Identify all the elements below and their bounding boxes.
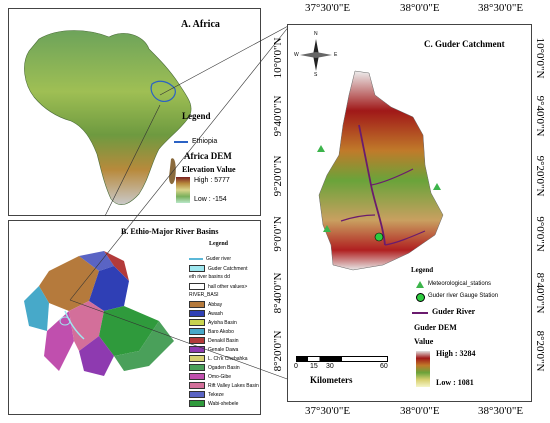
compass-e: E [334,52,338,58]
basins-title: B. Ethio-Major River Basins [121,227,219,236]
basin-legend-item: Guder Catchment [189,265,247,272]
north-arrow-icon: N S W E [294,31,338,78]
basin-legend-item: RIVER_BASI [189,292,219,298]
guder-dem-map [317,70,444,271]
lon-label-top-2: 38°0'0"E [400,2,440,14]
compass-w: W [294,52,299,58]
africa-elev-high: High : 5777 [194,177,230,184]
africa-elev-title: Elevation Value [182,165,236,174]
basin-legend-item: Abbay [189,301,222,308]
basin-legend-item: Awash [189,310,223,317]
guder-title: C. Guder Catchment [424,39,505,49]
basins-legend-title: Legend [209,241,229,247]
scale-tick: 15 [310,363,318,370]
guder-river-icon [412,312,428,314]
scale-tick: 60 [380,363,388,370]
met-station-marker [433,183,441,190]
basin-legend-item: Guder river [189,256,231,262]
guder-river-label: Guder River [432,307,476,316]
met-station-marker [323,225,331,232]
lat-label-left-1: 10°0'0"N [272,37,284,79]
met-station-label: Meteorological_stations [428,281,492,287]
lat-label-right-2: 9°40'0"N [534,95,546,137]
compass-s: S [314,72,318,78]
lat-label-right-5: 8°40'0"N [534,272,546,314]
guder-value-label: Value [414,337,434,346]
basin-legend-item: Ogaden Basin [189,364,240,371]
basin-legend-item: L. Ch'k Chebahka [189,355,248,362]
panel-guder-catchment: C. Guder Catchment N S W E [287,24,532,402]
lat-label-right-6: 8°20'0"N [534,330,546,372]
panel-africa: A. Africa Legend Ethiopia Africa DEM Ele… [8,8,261,216]
gauge-station-icon [416,293,425,302]
basins-legend: Legend Guder river Guder Catchment eth r… [189,241,260,411]
africa-elev-low: Low : -154 [194,196,227,203]
basin-legend-item: hall other values> [189,283,247,290]
africa-title: A. Africa [181,19,220,30]
lat-label-right-4: 9°0'0"N [534,216,546,252]
basin-legend-item: eth river basins dd [189,274,230,280]
guder-dem-title: Guder DEM [414,323,457,332]
basin-legend-item: Rift Valley Lakes Basin [189,382,259,389]
scale-tick: 30 [326,363,334,370]
lon-label-bottom-1: 37°30'0"E [305,405,351,417]
lat-label-right-3: 9°20'0"N [534,155,546,197]
basin-legend-item: Baro Akobo [189,328,234,335]
lat-label-left-5: 8°40'0"N [272,272,284,314]
guder-dem-high: High : 3284 [436,349,476,358]
met-station-icon [416,281,424,288]
lat-label-right-1: 10°0'0"N [534,37,546,79]
basin-legend-item: Omo-Gibe [189,373,231,380]
basin-legend-item: Ayisha Basin [189,319,237,326]
lat-label-left-2: 9°40'0"N [272,95,284,137]
met-station-marker [317,145,325,152]
africa-legend-title: Legend [182,111,211,121]
africa-dem-title: Africa DEM [184,151,232,161]
lat-label-left-3: 9°20'0"N [272,155,284,197]
scale-tick: 0 [294,363,298,370]
basin-legend-item: Genale Dawa [189,346,238,353]
lon-label-bottom-3: 38°30'0"E [478,405,524,417]
scale-bar [296,356,388,362]
basin-legend-item: Tekeze [189,391,224,398]
ethiopia-legend-line [174,141,188,143]
ethiopia-basins-map [24,251,174,376]
guder-legend-title: Legend [411,266,434,274]
lon-label-top-3: 38°30'0"E [478,2,524,14]
lat-label-left-4: 9°0'0"N [272,216,284,252]
lat-label-left-6: 8°20'0"N [272,330,284,372]
africa-legend: Legend Ethiopia Africa DEM Elevation Val… [172,109,260,213]
ethiopia-legend-label: Ethiopia [192,138,218,145]
lon-label-bottom-2: 38°0'0"E [400,405,440,417]
gauge-station-marker [374,232,384,242]
basin-legend-item: Denakil Basin [189,337,239,344]
guder-dem-low: Low : 1081 [436,378,474,387]
scale-unit: Kilometers [310,375,353,385]
africa-elev-ramp [176,177,190,203]
guder-dem-ramp [416,351,430,387]
basin-legend-item: Wabi-shebele [189,400,238,407]
lon-label-top-1: 37°30'0"E [305,2,351,14]
compass-n: N [314,31,318,37]
gauge-station-label: Guder river Gauge Station [428,293,499,299]
panel-ethiopia-basins: B. Ethio-Major River Basins Legend Guder… [8,220,261,415]
